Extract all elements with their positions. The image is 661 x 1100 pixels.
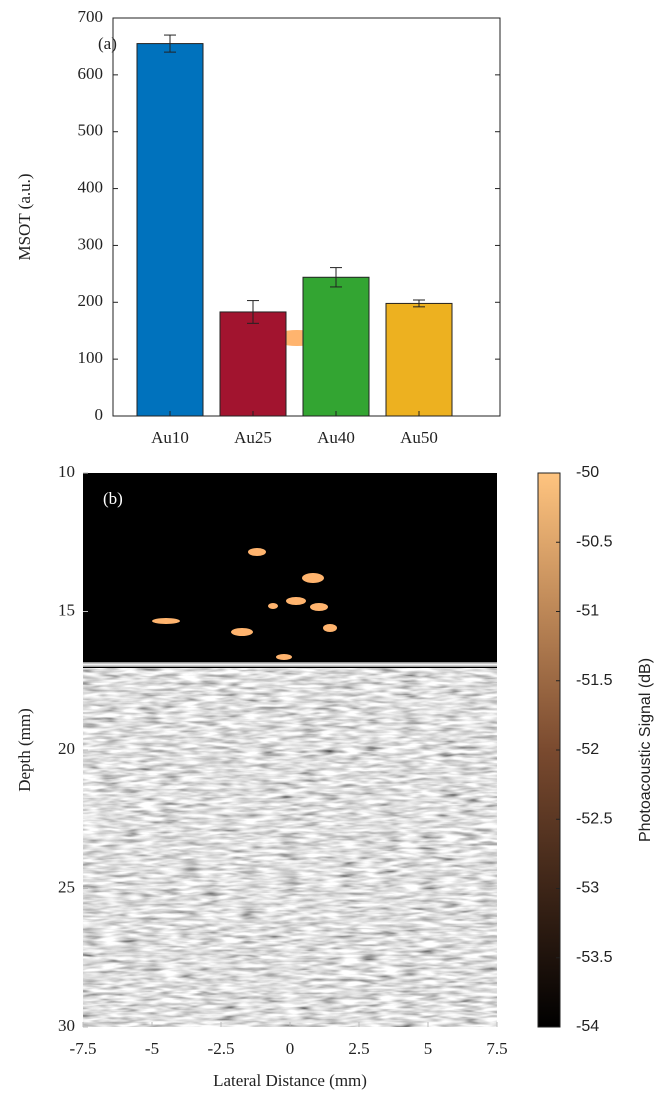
x-tick-label: Au10 (151, 428, 189, 447)
x-tick-label: Au25 (234, 428, 272, 447)
y-tick-label: 600 (78, 64, 104, 83)
colorbar-tick-label: -51.5 (576, 672, 613, 689)
colorbar-tick-label: -53 (576, 880, 599, 897)
colorbar-tick-label: -50 (576, 464, 599, 481)
colorbar-tick-label: -54 (576, 1018, 599, 1035)
y-tick-label: 30 (58, 1016, 75, 1035)
error-bar (413, 299, 425, 308)
axes-box (112, 17, 501, 417)
y-tick-label: 25 (58, 877, 75, 896)
x-tick-label: -5 (145, 1039, 159, 1058)
bar (219, 311, 287, 417)
speckle-texture (83, 668, 497, 1027)
panel-label: (a) (98, 34, 117, 53)
y-tick-label: 500 (78, 121, 104, 140)
y-tick-label: 0 (95, 405, 104, 424)
x-tick-label: 5 (424, 1039, 433, 1058)
y-axis-label: Depth (mm) (15, 708, 34, 792)
x-axis-label: Lateral Distance (mm) (213, 1071, 367, 1090)
surface-line (83, 662, 497, 667)
hotspot (286, 597, 306, 605)
colorbar-tick-label: -51 (576, 603, 599, 620)
x-tick-label: Au50 (400, 428, 438, 447)
colorbar-tick-label: -52 (576, 741, 599, 758)
colorbar-tick-label: -53.5 (576, 949, 613, 966)
y-tick-label: 100 (78, 348, 104, 367)
x-tick-label: 2.5 (348, 1039, 369, 1058)
colorbar-tick-label: -50.5 (576, 533, 613, 550)
colorbar-tick-label: -52.5 (576, 810, 613, 827)
hotspot (268, 603, 278, 609)
hotspot (302, 573, 324, 583)
bar (136, 43, 204, 417)
y-axis-label: MSOT (a.u.) (15, 173, 34, 260)
x-tick-label: Au40 (317, 428, 355, 447)
y-tick-label: 15 (58, 600, 75, 619)
error-bar (247, 300, 259, 324)
y-tick-label: 200 (78, 291, 104, 310)
y-tick-label: 20 (58, 739, 75, 758)
ultrasound-image (83, 330, 497, 1027)
bar (385, 302, 453, 417)
hotspot (152, 618, 180, 624)
y-tick-label: 400 (78, 177, 104, 196)
x-tick-label: -7.5 (70, 1039, 97, 1058)
x-tick-label: 0 (286, 1039, 295, 1058)
hotspot (323, 624, 337, 632)
hotspot (248, 548, 266, 556)
panel-label: (b) (103, 489, 123, 508)
y-tick-label: 700 (78, 7, 104, 26)
error-bar (164, 34, 176, 53)
hotspots (152, 330, 337, 660)
hotspot (231, 628, 253, 636)
bar (302, 276, 370, 417)
colorbar-label: Photoacoustic Signal (dB) (637, 658, 654, 842)
y-tick-label: 10 (58, 462, 75, 481)
hotspot (276, 654, 292, 660)
x-tick-label: -2.5 (208, 1039, 235, 1058)
x-tick-label: 7.5 (486, 1039, 507, 1058)
error-bar (330, 267, 342, 288)
y-tick-label: 300 (78, 234, 104, 253)
hotspot (310, 603, 328, 611)
